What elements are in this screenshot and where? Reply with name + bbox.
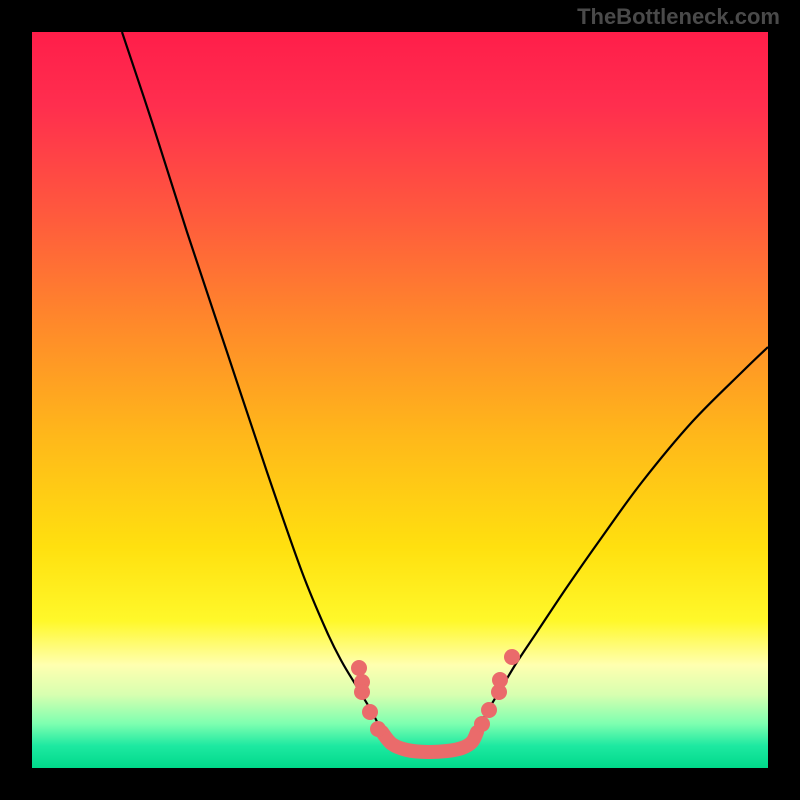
left-markers xyxy=(351,660,386,737)
right-markers xyxy=(474,649,520,732)
chart-area xyxy=(32,32,768,768)
watermark-text: TheBottleneck.com xyxy=(577,4,780,30)
bottom-valley xyxy=(382,732,477,752)
chart-curves xyxy=(32,32,768,768)
left-curve xyxy=(122,32,382,732)
right-curve xyxy=(477,347,768,732)
